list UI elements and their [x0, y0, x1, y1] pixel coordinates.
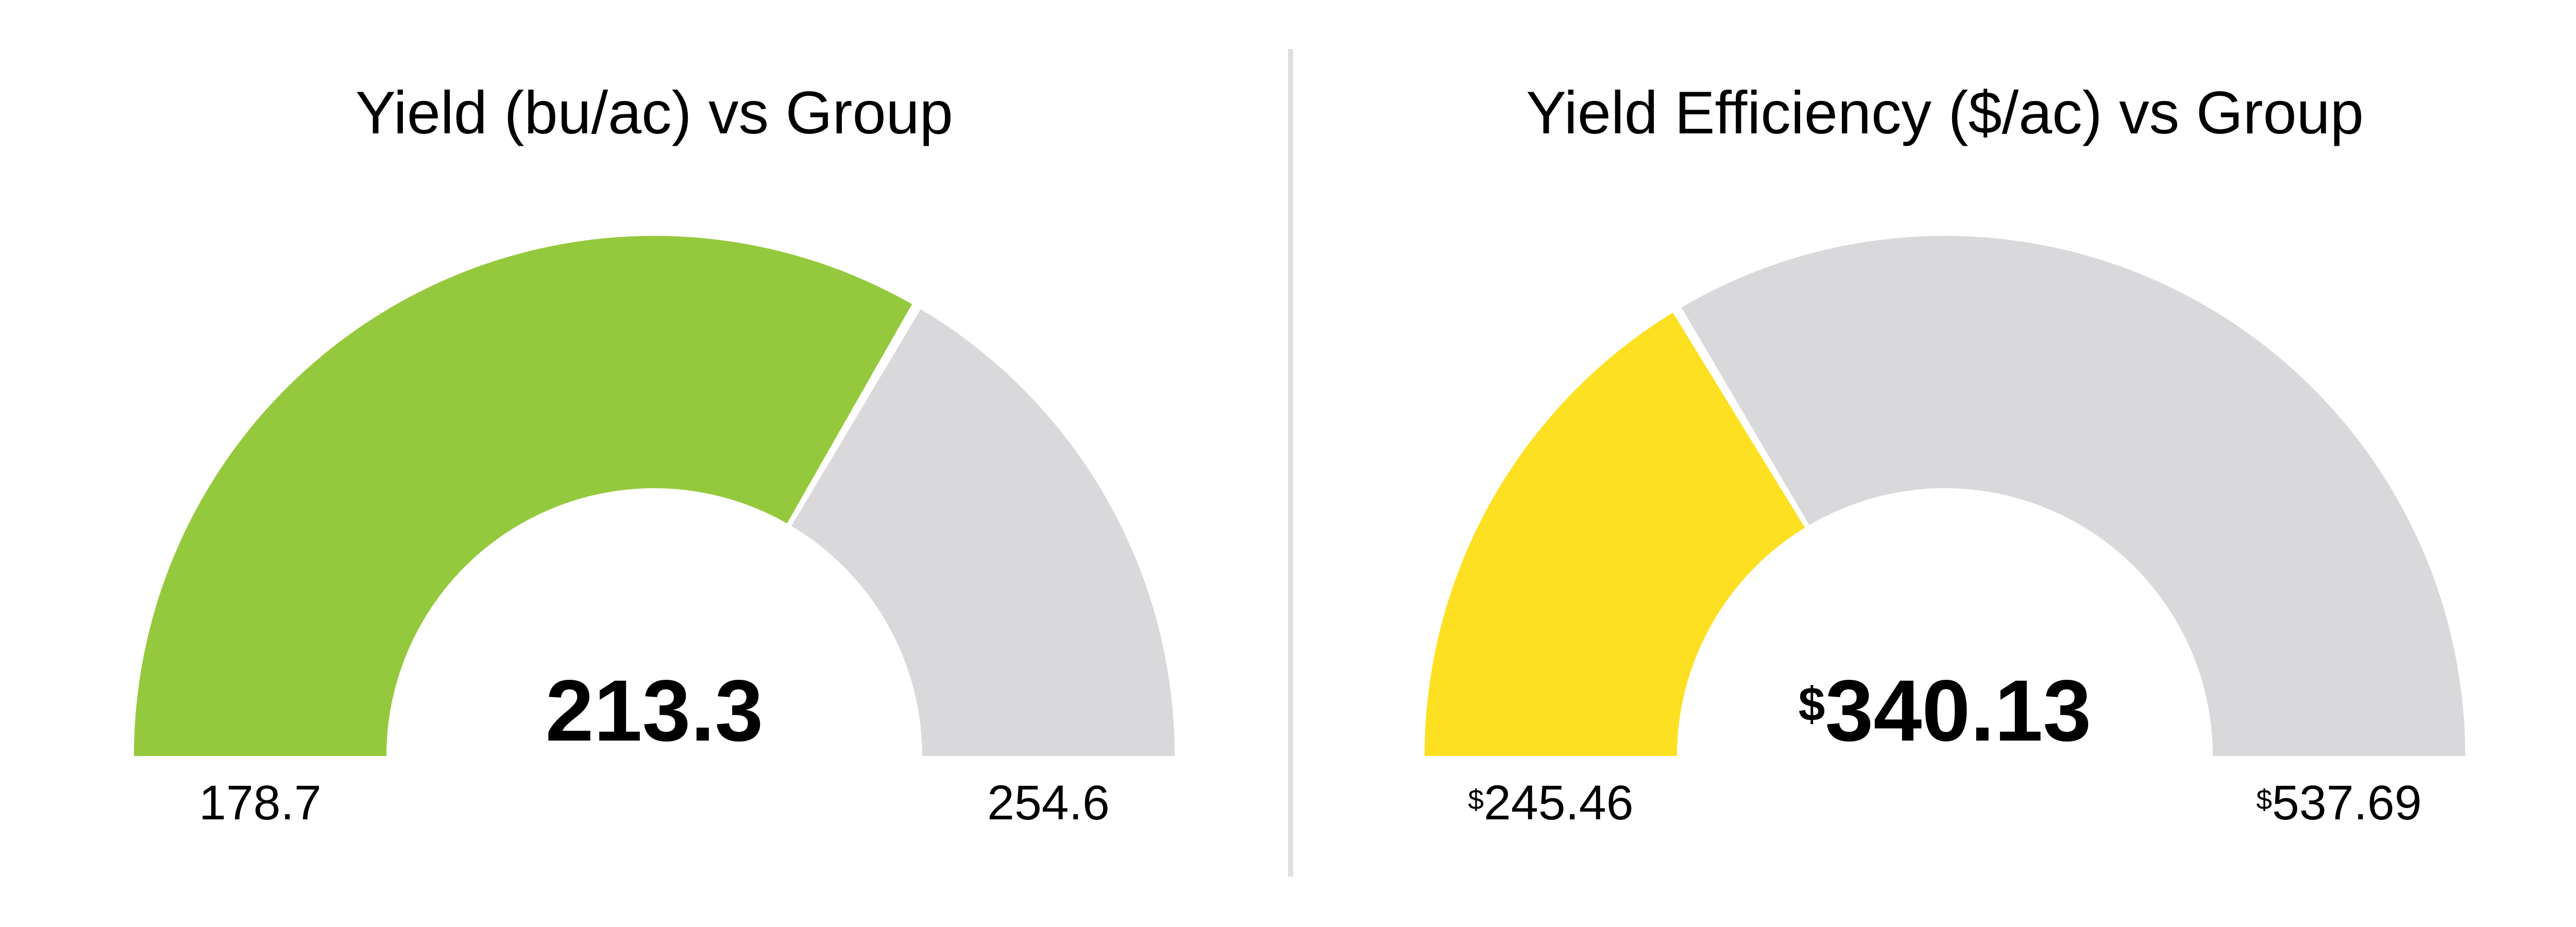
gauge-max-currency-prefix: $ — [2256, 783, 2273, 816]
gauge-title-yield: Yield (bu/ac) vs Group — [355, 79, 953, 146]
gauge-max-label-yield-efficiency: $537.69 — [2213, 779, 2465, 828]
gauge-value-text: 213.3 — [545, 662, 764, 759]
gauge-value-text: 340.13 — [1825, 662, 2092, 759]
gauge-max-text: 254.6 — [987, 776, 1110, 830]
gauge-min-label-yield: 178.7 — [134, 779, 386, 828]
gauge-min-text: 178.7 — [199, 776, 321, 830]
gauge-title-yield-efficiency: Yield Efficiency ($/ac) vs Group — [1526, 79, 2364, 146]
gauge-min-label-yield-efficiency: $245.46 — [1425, 779, 1677, 828]
gauge-panel-yield: Yield (bu/ac) vs Group 213.3 178.7 254.6 — [82, 0, 1267, 927]
gauge-max-text: 537.69 — [2272, 776, 2422, 830]
gauge-min-currency-prefix: $ — [1468, 783, 1484, 816]
gauge-value-yield: 213.3 — [139, 667, 1170, 754]
gauge-min-text: 245.46 — [1484, 776, 1634, 830]
panel-divider — [1288, 49, 1293, 877]
gauge-value-currency-prefix: $ — [1798, 677, 1825, 731]
gauge-value-yield-efficiency: $340.13 — [1430, 667, 2460, 754]
gauge-panel-yield-efficiency: Yield Efficiency ($/ac) vs Group $340.13… — [1373, 0, 2558, 927]
gauge-max-label-yield: 254.6 — [922, 779, 1175, 828]
